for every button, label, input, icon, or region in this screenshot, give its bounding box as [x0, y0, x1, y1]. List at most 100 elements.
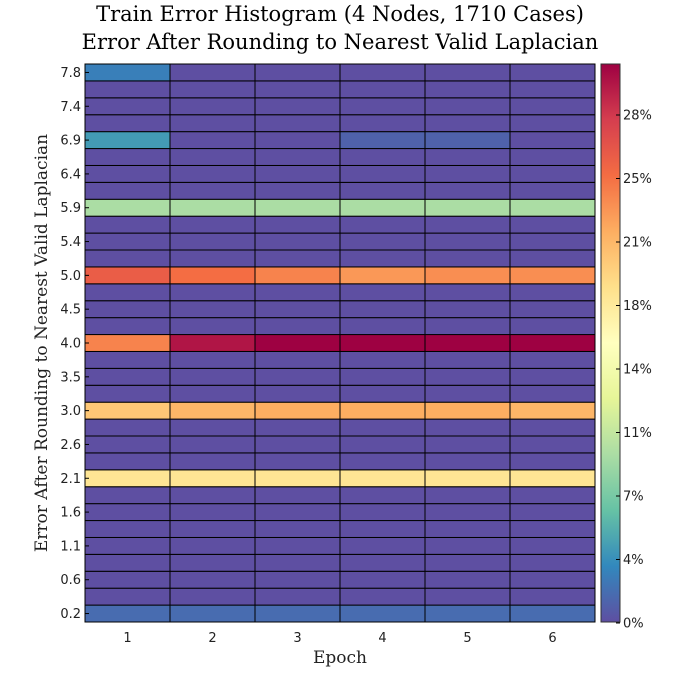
heatmap-cell — [254, 114, 341, 133]
heatmap-cell — [84, 181, 171, 200]
heatmap-cell — [169, 520, 256, 538]
heatmap-cell — [424, 63, 511, 82]
heatmap-cell — [169, 486, 256, 505]
heatmap-cell — [339, 520, 426, 538]
heatmap-cell — [254, 452, 341, 471]
heatmap-cell — [84, 452, 171, 471]
heatmap-cell — [339, 401, 426, 420]
heatmap-cell — [509, 570, 596, 589]
heatmap-cell — [424, 266, 511, 285]
heatmap-cell — [169, 114, 256, 133]
heatmap-cell — [509, 232, 596, 251]
heatmap-cell — [424, 452, 511, 471]
heatmap-cell — [509, 131, 596, 150]
heatmap-cell — [424, 317, 511, 336]
heatmap-cell — [509, 164, 596, 183]
heatmap-cell — [169, 266, 256, 285]
heatmap-cell — [84, 131, 171, 150]
heatmap-cell — [339, 317, 426, 336]
heatmap-cell — [169, 401, 256, 420]
heatmap-cell — [84, 317, 171, 336]
heatmap-cell — [254, 334, 341, 352]
heatmap-cell — [509, 97, 596, 116]
y-axis-label: Error After Rounding to Nearest Valid La… — [32, 133, 52, 553]
heatmap-cell — [254, 350, 341, 369]
heatmap-cell — [509, 384, 596, 403]
heatmap-cell — [254, 198, 341, 217]
x-axis-label: Epoch — [313, 648, 367, 668]
heatmap-cell — [84, 367, 171, 386]
heatmap-cell — [424, 604, 511, 623]
heatmap-cell — [509, 317, 596, 336]
heatmap-cell — [339, 384, 426, 403]
y-tick-label: 3.5 — [60, 370, 81, 385]
y-tick-label: 7.4 — [60, 100, 81, 115]
heatmap-cell — [84, 520, 171, 538]
heatmap-cell — [84, 350, 171, 369]
heatmap-cell — [169, 367, 256, 386]
heatmap-cell — [509, 520, 596, 538]
colorbar-tick-label: 11% — [623, 426, 652, 441]
heatmap-cell — [254, 435, 341, 454]
heatmap-cell — [169, 435, 256, 454]
heatmap-cell — [509, 181, 596, 200]
heatmap-cell — [424, 553, 511, 572]
colorbar — [600, 63, 621, 623]
heatmap-cell — [254, 266, 341, 285]
heatmap-cell — [169, 384, 256, 403]
heatmap-cell — [169, 570, 256, 589]
heatmap-cell — [509, 469, 596, 488]
heatmap-cell — [424, 384, 511, 403]
heatmap-cell — [339, 114, 426, 133]
y-tick-label: 7.8 — [60, 66, 81, 81]
heatmap-cell — [509, 587, 596, 606]
heatmap-cell — [339, 232, 426, 251]
heatmap-cell — [169, 587, 256, 606]
heatmap-cell — [169, 63, 256, 82]
y-tick-label: 5.0 — [60, 269, 81, 284]
heatmap-cell — [254, 587, 341, 606]
heatmap-cell — [509, 435, 596, 454]
heatmap-cell — [254, 384, 341, 403]
heatmap-cell — [339, 63, 426, 82]
heatmap-cell — [424, 164, 511, 183]
heatmap-cell — [339, 452, 426, 471]
heatmap-cell — [424, 232, 511, 251]
heatmap-cell — [424, 486, 511, 505]
x-tick-label: 6 — [548, 631, 556, 646]
y-tick-label: 0.6 — [60, 573, 81, 588]
heatmap-cell — [169, 131, 256, 150]
heatmap-cell — [169, 232, 256, 251]
heatmap-cell — [424, 536, 511, 555]
heatmap-cell — [424, 367, 511, 386]
heatmap-cell — [339, 300, 426, 319]
heatmap-cell — [169, 97, 256, 116]
heatmap-cell — [169, 148, 256, 166]
heatmap-cell — [169, 215, 256, 234]
heatmap-cell — [254, 131, 341, 150]
heatmap-cell — [339, 367, 426, 386]
colorbar-tick-label: 21% — [623, 236, 652, 251]
heatmap-cell — [424, 181, 511, 200]
heatmap-cell — [339, 570, 426, 589]
x-tick-label: 2 — [208, 631, 216, 646]
colorbar-tick-label: 25% — [623, 172, 652, 187]
heatmap-cell — [84, 536, 171, 555]
heatmap-cells — [84, 63, 596, 623]
heatmap-cell — [424, 587, 511, 606]
heatmap-cell — [169, 249, 256, 268]
heatmap-cell — [84, 80, 171, 99]
colorbar-ticks: 28% 25% 21% 18% 14% 11% 7% 4% 0% — [616, 109, 652, 632]
heatmap-cell — [424, 283, 511, 302]
heatmap-cell — [339, 469, 426, 488]
x-tick-label: 4 — [378, 631, 386, 646]
heatmap-cell — [509, 486, 596, 505]
colorbar-tick-label: 28% — [623, 109, 652, 124]
heatmap-cell — [254, 520, 341, 538]
chart-subtitle: Error After Rounding to Nearest Valid La… — [81, 30, 599, 54]
heatmap-cell — [84, 469, 171, 488]
heatmap-cell — [84, 384, 171, 403]
heatmap-cell — [254, 249, 341, 268]
heatmap-cell — [254, 181, 341, 200]
heatmap-cell — [509, 401, 596, 420]
